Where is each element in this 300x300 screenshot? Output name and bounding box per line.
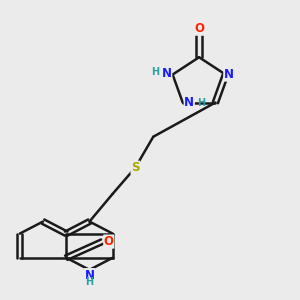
Text: O: O (104, 235, 114, 248)
Text: H: H (85, 277, 94, 287)
Text: S: S (131, 161, 140, 174)
Text: N: N (184, 96, 194, 109)
Text: O: O (194, 22, 204, 35)
Text: N: N (224, 68, 234, 81)
Text: H: H (152, 67, 160, 76)
Text: H: H (197, 98, 205, 107)
Text: N: N (85, 268, 94, 282)
Text: N: N (162, 67, 172, 80)
